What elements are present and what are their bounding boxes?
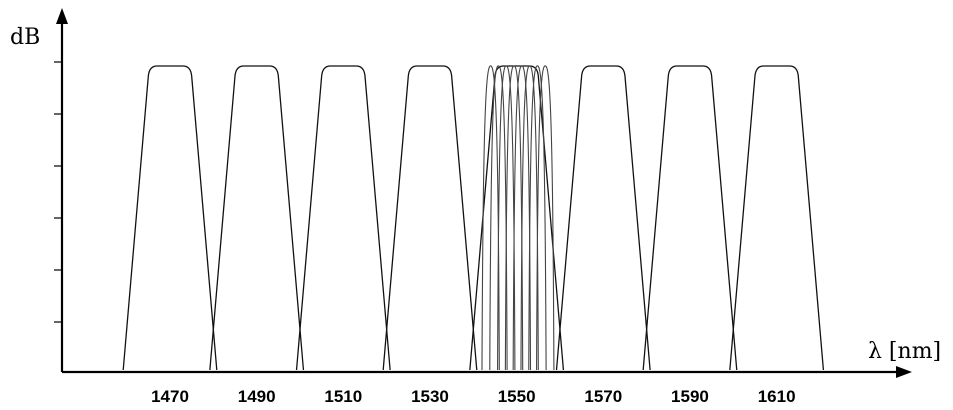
x-axis-arrow <box>896 366 912 378</box>
dwdm-channel-curve <box>481 65 500 371</box>
dwdm-channel-curve <box>520 65 539 371</box>
x-tick-label: 1610 <box>758 387 796 406</box>
cwdm-channel-curve <box>642 65 738 371</box>
x-tick-label: 1590 <box>671 387 709 406</box>
axes: 1470 1490 1510 1530 1550 1570 1590 1610 <box>54 8 912 406</box>
x-tick-label: 1510 <box>324 387 362 406</box>
cwdm-channel-curve <box>295 65 391 371</box>
cwdm-channel-curve <box>555 65 651 371</box>
y-axis-label: dB <box>10 25 40 50</box>
x-tick-label: 1530 <box>411 387 449 406</box>
cwdm-channel-curve <box>122 65 218 371</box>
x-axis-label: λ [nm] <box>868 339 941 364</box>
x-tick-label: 1570 <box>584 387 622 406</box>
dwdm-channel-curve <box>528 65 547 371</box>
x-tick-label: 1550 <box>498 387 536 406</box>
cwdm-channel-curve <box>729 65 825 371</box>
x-ticks: 1470 1490 1510 1530 1550 1570 1590 1610 <box>151 387 795 406</box>
cwdm-channel-curve <box>382 65 478 371</box>
dwdm-channel-curve <box>512 65 532 371</box>
dwdm-channel-curve <box>504 65 524 371</box>
y-ticks <box>54 61 62 323</box>
dwdm-channel-curve <box>489 65 508 371</box>
cwdm-channel-curve <box>209 65 305 371</box>
x-tick-label: 1470 <box>151 387 189 406</box>
x-tick-label: 1490 <box>238 387 276 406</box>
channel-curves <box>122 65 825 371</box>
dwdm-channel-curve <box>497 65 516 371</box>
y-axis-arrow <box>56 8 68 24</box>
dwdm-channel-curve <box>536 65 555 371</box>
